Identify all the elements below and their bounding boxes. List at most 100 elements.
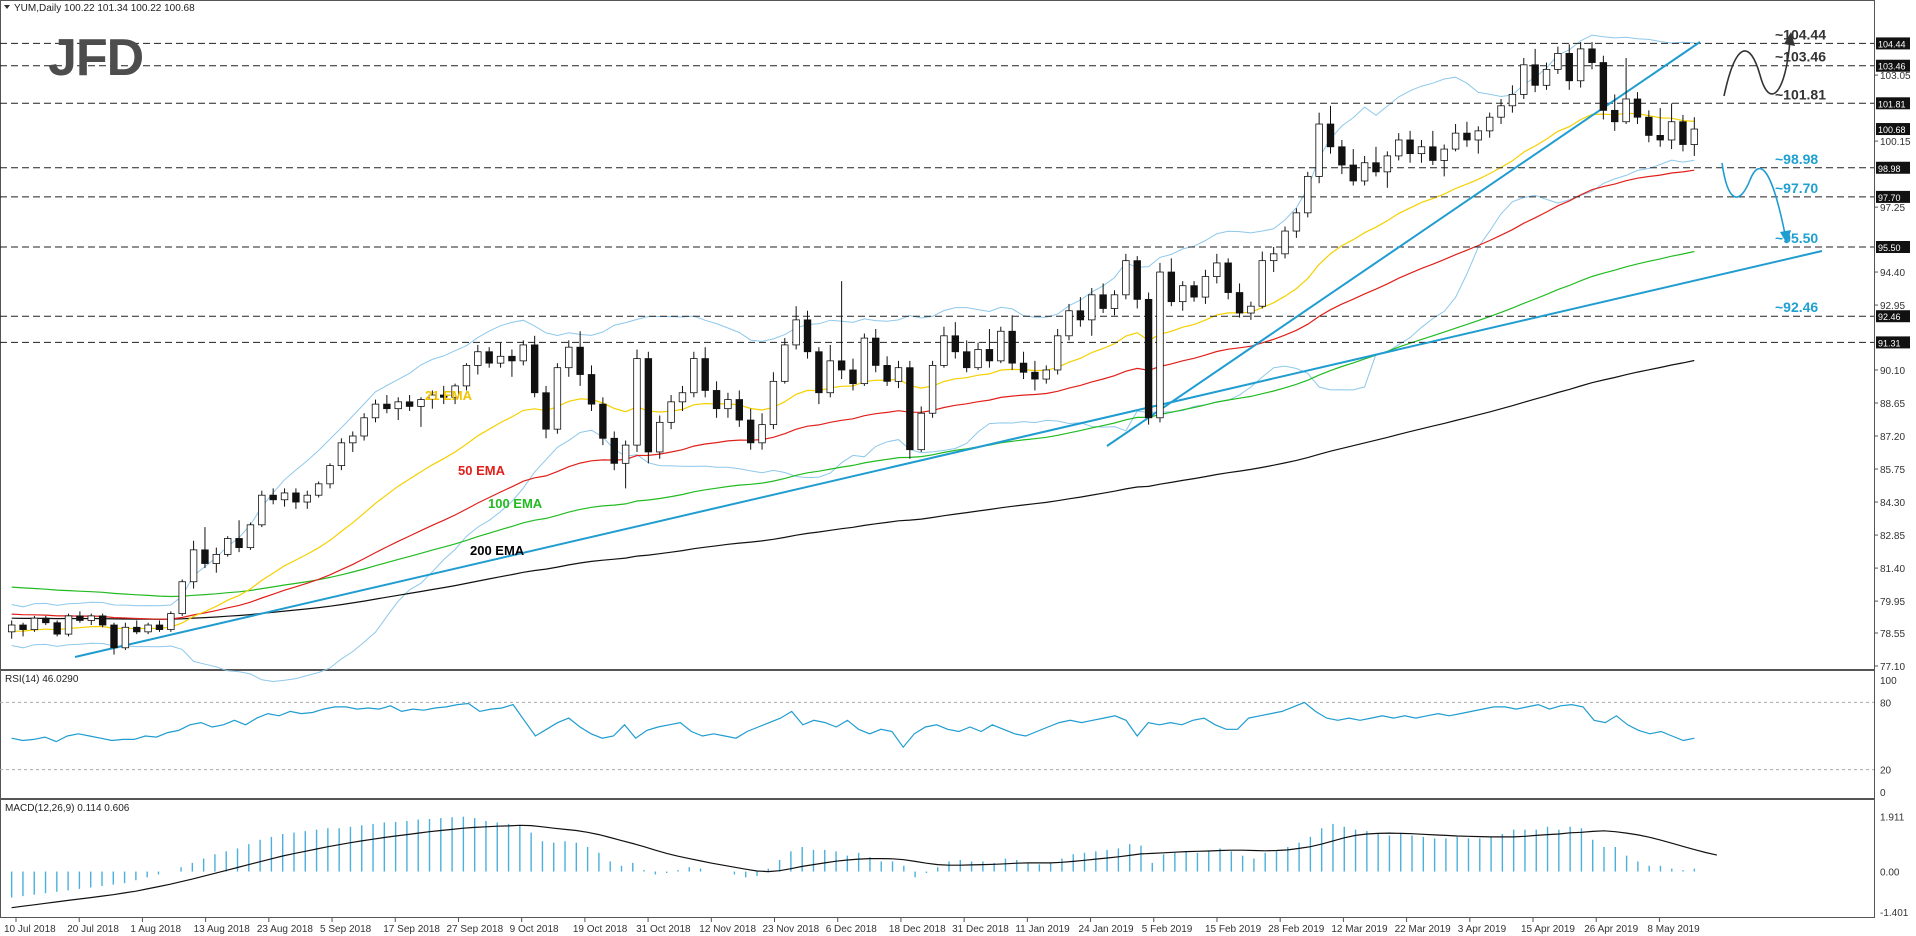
candle-body [167,613,175,630]
candle-body [815,351,823,394]
candle-body [542,392,550,430]
time-tick-label: 1 Aug 2018 [130,924,181,935]
candles [7,42,1699,655]
time-tick-label: 15 Apr 2019 [1521,924,1575,935]
time-tick-label: 5 Feb 2019 [1142,924,1193,935]
candle-body [1508,94,1517,107]
time-tick-label: 8 May 2019 [1647,924,1700,935]
candle-body [1656,135,1664,141]
candle-body [98,615,107,626]
rsi-panel: 100 80 20 0 [0,676,1897,799]
candle-body [178,581,186,615]
ema-50-line [11,169,1695,620]
candle-body [64,615,73,635]
symbol-dropdown-icon[interactable] [4,5,10,9]
rsi-tick-label: 20 [1880,766,1892,777]
time-tick-label: 20 Jul 2018 [67,924,119,935]
candle-body [189,549,198,583]
level-tag-bg-104.44 [1876,37,1910,50]
current-price-tag: 100.68 [1878,125,1906,135]
ema-label-100: 100 EMA [488,496,543,511]
time-tick-label: 19 Oct 2018 [573,924,628,935]
price-tick-label: 77.10 [1880,662,1905,673]
candle-body [712,390,721,410]
candle-body [1281,230,1289,255]
price-tick-label: 78.55 [1880,629,1905,640]
time-tick-label: 13 Aug 2018 [194,924,251,935]
price-tick-label: 90.10 [1880,366,1905,377]
price-tick-label: 85.75 [1880,465,1905,476]
main-panel-frame [0,0,1875,670]
price-tick-label: 94.40 [1880,268,1905,279]
candle-body [837,360,846,371]
candle-body [951,335,960,353]
macd-tick-label: -1.401 [1880,908,1909,919]
candle-body [1599,62,1608,111]
annotations: 21 EMA 50 EMA 100 EMA 200 EMA ~104.44 ~103.46… [425,26,1826,558]
candle-body [1133,260,1141,300]
candle-body [1008,330,1016,364]
candle-body [405,401,414,407]
candle-body [1463,132,1471,141]
candle-body [1395,139,1403,157]
price-tick-label: 79.95 [1880,597,1905,608]
bollinger-upper [11,34,1695,608]
candle-body [985,349,994,362]
candle-body [1520,64,1528,95]
candle-body [678,392,687,403]
candle-body [1349,164,1357,182]
candle-body [1269,253,1278,262]
candle-body [974,349,982,369]
rsi-panel-frame [0,670,1875,799]
candle-body [849,369,857,385]
candle-body [781,344,789,382]
candle-body [1690,128,1699,145]
level-tag-bg-101.81 [1876,97,1910,110]
candle-body [451,385,459,398]
bearish-scenario-arrow [1721,162,1786,235]
candle-body [155,624,164,630]
candle-body [883,365,891,382]
level-tag-bg-98.98 [1876,161,1910,174]
candle-body [440,394,448,398]
candle-body [1315,123,1323,177]
candle-body [1156,271,1164,419]
level-label-95.50: ~95.50 [1775,230,1818,246]
level-tag-101.81: 101.81 [1878,99,1906,109]
ema-label-50: 50 EMA [458,463,506,478]
candle-body [1440,148,1448,161]
ema-200-line [11,359,1695,620]
candle-body [1417,146,1426,155]
time-tick-label: 9 Oct 2018 [510,924,559,935]
trendline-long [74,250,1823,658]
candle-body [201,549,209,564]
price-tick-label: 81.40 [1880,564,1905,575]
candle-body [1497,105,1505,118]
candle-body [997,330,1005,362]
level-label-104.44: ~104.44 [1775,26,1826,42]
candle-body [1099,294,1107,309]
candle-body [337,442,346,467]
price-tick-label: 100.15 [1880,137,1911,148]
macd-tick-label: 1.911 [1880,812,1905,823]
candle-body [644,358,653,453]
candle-body [280,492,289,501]
price-axis: 104.44 103.46 101.81 98.98 97.70 95.50 92.46 91… [1874,37,1911,673]
candle-body [269,494,277,501]
candle-body [656,421,664,453]
candle-body [1429,146,1437,161]
ema-label-200: 200 EMA [470,543,525,558]
time-tick-label: 31 Oct 2018 [636,924,691,935]
macd-tick-label: 0.00 [1880,868,1900,879]
candle-body [792,319,800,346]
candle-body [599,403,607,439]
level-tag-bg-95.50 [1876,240,1910,253]
candle-body [758,424,766,444]
candle-body [1360,162,1369,182]
level-label-98.98: ~98.98 [1775,151,1818,167]
candle-body [1088,294,1096,321]
candle-body [19,624,27,630]
candle-body [1554,53,1562,70]
level-tag-104.44: 104.44 [1878,39,1906,49]
